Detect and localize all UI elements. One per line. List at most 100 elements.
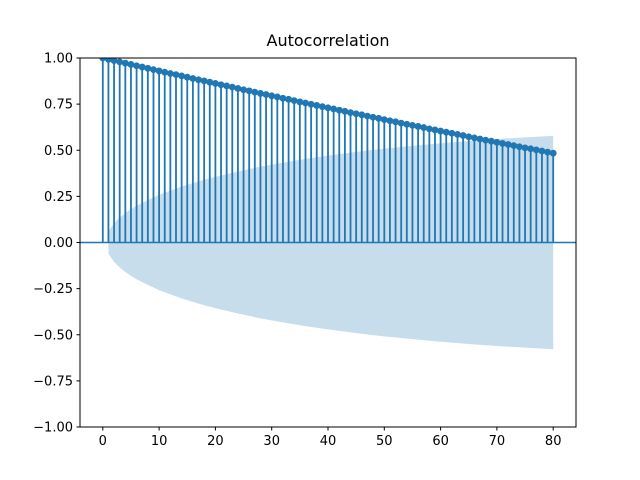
- acf-marker: [521, 144, 529, 152]
- acf-marker: [172, 71, 180, 79]
- acf-marker: [318, 103, 326, 111]
- x-tick-label: 30: [263, 434, 280, 449]
- acf-marker: [527, 145, 535, 153]
- acf-marker: [516, 143, 523, 151]
- acf-marker: [110, 58, 118, 64]
- acf-marker: [431, 126, 439, 134]
- acf-marker: [273, 93, 281, 101]
- acf-marker: [459, 132, 467, 139]
- acf-marker: [409, 121, 416, 129]
- acf-marker: [397, 119, 405, 127]
- acf-marker: [549, 149, 557, 157]
- acf-marker: [105, 58, 112, 63]
- acf-marker: [347, 109, 354, 117]
- acf-marker: [206, 78, 214, 86]
- acf-marker: [245, 87, 253, 95]
- x-tick-label: 70: [489, 434, 506, 449]
- acf-marker: [352, 110, 360, 118]
- plot-area: [80, 58, 576, 350]
- acf-marker: [437, 127, 444, 135]
- acf-marker: [504, 141, 512, 148]
- acf-marker: [420, 124, 428, 131]
- acf-marker: [442, 128, 450, 136]
- y-tick-label: −0.75: [33, 374, 73, 389]
- acf-marker: [369, 113, 377, 121]
- x-tick-label: 0: [99, 434, 107, 449]
- acf-marker: [279, 94, 287, 102]
- acf-marker: [403, 120, 411, 128]
- acf-marker: [544, 148, 551, 156]
- acf-marker: [487, 137, 495, 145]
- acf-marker: [268, 92, 276, 100]
- acf-marker: [448, 129, 456, 137]
- acf-marker: [155, 67, 163, 75]
- acf-marker: [99, 58, 107, 62]
- acf-marker: [138, 63, 146, 71]
- acf-marker: [257, 90, 264, 97]
- acf-marker: [262, 91, 270, 98]
- acf-marker: [538, 147, 546, 155]
- y-tick-label: 0.25: [44, 190, 73, 205]
- acf-marker: [493, 138, 501, 146]
- acf-marker: [296, 98, 304, 106]
- acf-marker: [161, 68, 169, 76]
- acf-marker: [195, 76, 202, 84]
- acf-marker: [470, 134, 478, 142]
- acf-marker: [510, 142, 518, 150]
- y-tick-label: −0.50: [33, 328, 73, 343]
- acf-marker: [121, 59, 129, 67]
- x-tick-label: 50: [376, 434, 393, 449]
- acf-marker: [133, 62, 140, 70]
- acf-marker: [324, 104, 332, 112]
- acf-marker: [285, 95, 292, 103]
- x-tick-label: 60: [432, 434, 449, 449]
- acf-marker: [341, 107, 349, 115]
- acf-marker: [200, 77, 208, 85]
- acf-marker: [386, 117, 394, 125]
- acf-marker: [307, 100, 315, 108]
- y-tick-label: 0.00: [44, 236, 73, 251]
- acf-marker: [425, 125, 433, 133]
- y-tick-label: 1.00: [44, 52, 73, 67]
- acf-marker: [189, 75, 197, 82]
- acf-marker: [150, 66, 157, 74]
- acf-marker: [335, 106, 343, 114]
- acf-marker: [476, 135, 484, 143]
- acf-marker: [532, 146, 540, 154]
- acf-marker: [392, 118, 399, 126]
- acf-marker: [234, 85, 242, 92]
- acf-marker: [454, 130, 461, 138]
- acf-marker: [380, 116, 388, 124]
- y-tick-label: 0.50: [44, 144, 73, 159]
- acf-marker: [290, 97, 298, 105]
- acf-marker: [166, 70, 174, 77]
- acf-marker: [212, 80, 219, 87]
- acf-marker: [414, 123, 422, 130]
- acf-marker: [313, 102, 321, 109]
- acf-marker: [127, 61, 135, 68]
- y-tick-label: −1.00: [33, 421, 73, 436]
- acf-marker: [302, 99, 309, 107]
- y-tick-label: −0.25: [33, 282, 73, 297]
- acf-marker: [183, 73, 191, 81]
- x-tick-label: 80: [545, 434, 562, 449]
- x-tick-label: 40: [320, 434, 337, 449]
- acf-marker: [217, 81, 225, 89]
- acf-marker: [251, 88, 259, 96]
- acf-marker: [375, 114, 383, 122]
- acf-marker: [358, 111, 366, 119]
- acf-marker: [364, 112, 371, 120]
- acf-marker: [499, 140, 506, 147]
- x-tick-label: 10: [151, 434, 168, 449]
- chart-title: Autocorrelation: [266, 31, 390, 50]
- y-tick-label: 0.75: [44, 98, 73, 113]
- acf-marker: [223, 82, 231, 90]
- acf-marker: [144, 64, 152, 72]
- acf-marker: [178, 72, 186, 80]
- acf-marker: [465, 133, 473, 141]
- acf-marker: [228, 83, 236, 91]
- x-tick-label: 20: [207, 434, 224, 449]
- acf-marker: [482, 136, 490, 144]
